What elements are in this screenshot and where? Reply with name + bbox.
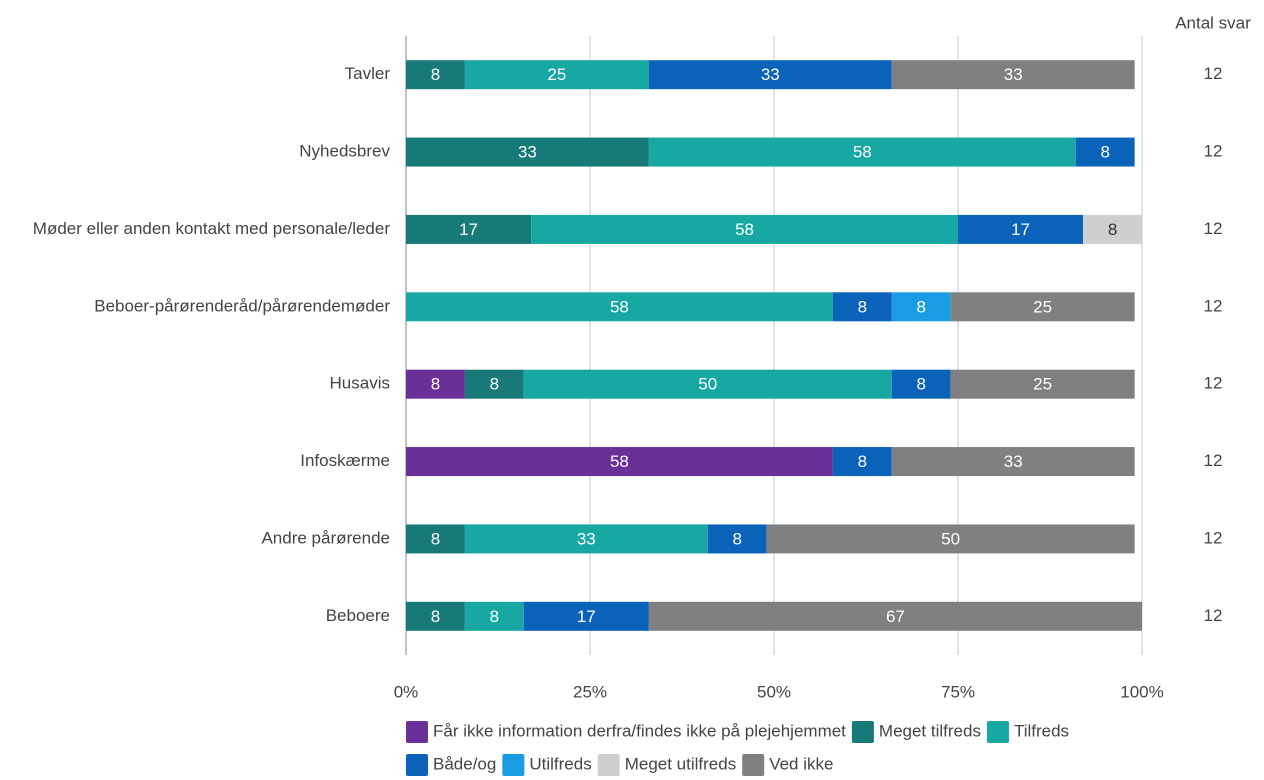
legend-label: Både/og (433, 754, 496, 773)
bar-value-label: 58 (610, 297, 629, 316)
count-label: 12 (1204, 219, 1223, 238)
legend-swatch (742, 754, 765, 776)
legend-label: Ved ikke (769, 754, 833, 773)
bar-value-label: 8 (490, 607, 499, 626)
bar-value-label: 58 (853, 143, 872, 162)
count-label: 12 (1204, 528, 1223, 547)
y-tick-label: Beboere (326, 606, 390, 625)
legend-label: Får ikke information derfra/findes ikke … (433, 721, 846, 740)
x-tick-label: 25% (573, 682, 607, 701)
bar-segment (766, 524, 1135, 554)
bar-segment (1075, 137, 1135, 167)
count-label: 12 (1204, 451, 1223, 470)
bar-segment (523, 369, 892, 399)
bar-value-label: 8 (431, 607, 440, 626)
bar-segment (707, 524, 767, 554)
bar-value-label: 25 (547, 65, 566, 84)
bar-segment (832, 292, 892, 322)
y-tick-label: Andre pårørende (261, 528, 390, 547)
bar-value-label: 50 (698, 375, 717, 394)
bar-segment (406, 292, 833, 322)
bar-value-label: 8 (732, 529, 741, 548)
bar-value-label: 17 (459, 220, 478, 239)
bar-value-label: 8 (916, 297, 925, 316)
bar-segment (648, 60, 892, 90)
bar-segment (406, 447, 833, 477)
x-tick-label: 0% (394, 682, 419, 701)
count-label: 12 (1204, 142, 1223, 161)
bar-segment (464, 524, 708, 554)
bar-segment (891, 447, 1135, 477)
bar-segment (891, 60, 1135, 90)
legend-label: Meget tilfreds (879, 721, 981, 740)
legend-label: Tilfreds (1014, 721, 1069, 740)
legend-swatch (406, 721, 428, 743)
bar-value-label: 33 (761, 65, 780, 84)
bar-value-label: 8 (858, 297, 867, 316)
legend-swatch (851, 721, 874, 743)
bar-value-label: 8 (858, 452, 867, 471)
bar-value-label: 58 (735, 220, 754, 239)
bar-segment (406, 60, 465, 90)
x-tick-label: 75% (941, 682, 975, 701)
y-tick-label: Beboer-pårørenderåd/pårørendemøder (94, 296, 390, 315)
bar-value-label: 58 (610, 452, 629, 471)
bar-segment (950, 369, 1135, 399)
bar-value-label: 17 (577, 607, 596, 626)
bar-value-label: 33 (1004, 452, 1023, 471)
y-tick-label: Husavis (330, 374, 390, 393)
bar-segment (464, 369, 524, 399)
bar-segment (648, 137, 1076, 167)
bar-segment (1083, 214, 1142, 244)
bar-value-label: 8 (916, 375, 925, 394)
count-label: 12 (1204, 64, 1223, 83)
bar-segment (406, 214, 532, 244)
bar-value-label: 8 (1108, 220, 1117, 239)
legend-label: Utilfreds (529, 754, 591, 773)
legend-swatch (406, 754, 428, 776)
y-tick-label: Møder eller anden kontakt med personale/… (33, 219, 391, 238)
counts-title: Antal svar (1175, 13, 1251, 32)
bar-segment (464, 601, 524, 631)
legend-swatch (986, 721, 1009, 743)
legend-label: Meget utilfreds (625, 754, 737, 773)
bar-value-label: 25 (1033, 375, 1052, 394)
bar-segment (531, 214, 958, 244)
count-label: 12 (1204, 296, 1223, 315)
bar-segment (891, 292, 951, 322)
bar-segment (958, 214, 1084, 244)
bar-segment (832, 447, 892, 477)
bar-segment (406, 369, 465, 399)
x-tick-label: 50% (757, 682, 791, 701)
bar-value-label: 50 (941, 529, 960, 548)
bar-value-label: 67 (886, 607, 905, 626)
bar-value-label: 8 (431, 65, 440, 84)
bar-segment (523, 601, 649, 631)
bar-value-label: 8 (431, 529, 440, 548)
bar-value-label: 8 (1100, 143, 1109, 162)
bar-segment (891, 369, 951, 399)
legend-swatch (502, 754, 525, 776)
y-tick-label: Nyhedsbrev (299, 142, 390, 161)
bar-segment (648, 601, 1142, 631)
bar-segment (950, 292, 1135, 322)
bar-value-label: 25 (1033, 297, 1052, 316)
bar-value-label: 8 (431, 375, 440, 394)
bar-segment (464, 60, 649, 90)
bar-segment (406, 601, 465, 631)
bar-value-label: 17 (1011, 220, 1030, 239)
legend-swatch (597, 754, 620, 776)
bar-value-label: 33 (518, 143, 537, 162)
bar-value-label: 33 (577, 529, 596, 548)
bar-value-label: 33 (1004, 65, 1023, 84)
y-tick-label: Tavler (345, 64, 391, 83)
bar-segment (406, 524, 465, 554)
x-tick-label: 100% (1120, 682, 1163, 701)
count-label: 12 (1204, 606, 1223, 625)
y-tick-label: Infoskærme (300, 451, 390, 470)
count-label: 12 (1204, 374, 1223, 393)
bar-value-label: 8 (490, 375, 499, 394)
bar-segment (406, 137, 649, 167)
